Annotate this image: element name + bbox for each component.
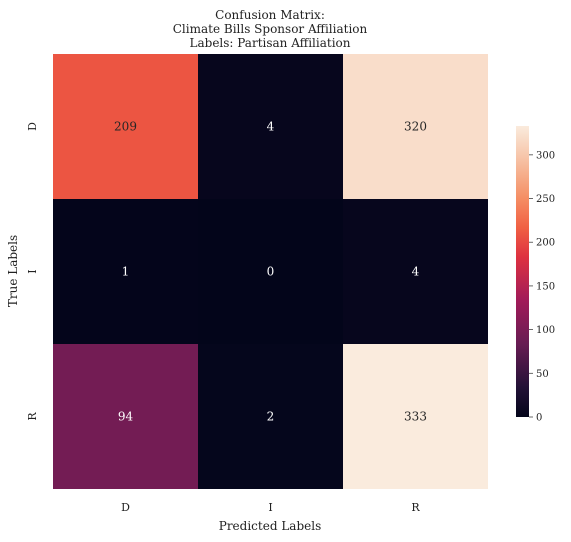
cell-value-R-I: 2 bbox=[267, 410, 275, 424]
y-tick-label-D: D bbox=[26, 122, 39, 131]
colorbar-tick-label-300: 300 bbox=[536, 150, 555, 161]
colorbar-gradient bbox=[516, 126, 529, 417]
cell-value-I-I: 0 bbox=[267, 265, 275, 279]
cell-value-R-D: 94 bbox=[118, 410, 134, 424]
y-tick-label-R: R bbox=[26, 412, 39, 421]
heatmap-cell-R-R bbox=[343, 344, 488, 489]
heatmap-cell-D-D bbox=[53, 54, 198, 199]
colorbar-tick-label-150: 150 bbox=[536, 281, 555, 292]
cell-value-D-D: 209 bbox=[114, 120, 137, 134]
colorbar-tick-label-0: 0 bbox=[536, 413, 542, 424]
heatmap-cell-D-I bbox=[198, 54, 343, 199]
colorbar-tick-label-250: 250 bbox=[536, 194, 555, 205]
chart-title-line-1: Confusion Matrix: bbox=[215, 8, 325, 22]
x-tick-label-D: D bbox=[121, 501, 130, 514]
chart-title-line-3: Labels: Partisan Affiliation bbox=[190, 36, 351, 50]
cell-value-D-I: 4 bbox=[267, 120, 275, 134]
colorbar: 0 50 100 150 200 250 300 bbox=[516, 126, 555, 424]
y-axis-label: True Labels bbox=[6, 235, 20, 307]
colorbar-tick-label-200: 200 bbox=[536, 238, 555, 249]
colorbar-tick-label-100: 100 bbox=[536, 325, 555, 336]
y-axis-ticks: D I R bbox=[26, 122, 39, 421]
cell-value-R-R: 333 bbox=[404, 410, 427, 424]
heatmap-cell-R-D bbox=[53, 344, 198, 489]
heatmap-cell-I-R bbox=[343, 199, 488, 344]
y-tick-label-I: I bbox=[26, 269, 39, 273]
heatmap-cell-I-D bbox=[53, 199, 198, 344]
heatmap-cell-D-R bbox=[343, 54, 488, 199]
x-axis-label: Predicted Labels bbox=[219, 519, 321, 533]
x-tick-label-I: I bbox=[268, 501, 272, 514]
cell-value-I-R: 4 bbox=[412, 265, 420, 279]
heatmap-cell-I-I bbox=[198, 199, 343, 344]
chart-title: Confusion Matrix: Climate Bills Sponsor … bbox=[173, 8, 368, 50]
cell-value-D-R: 320 bbox=[404, 120, 427, 134]
chart-title-line-2: Climate Bills Sponsor Affiliation bbox=[173, 22, 368, 36]
colorbar-tick-label-50: 50 bbox=[536, 369, 549, 380]
heatmap-cells bbox=[53, 54, 488, 489]
heatmap-cell-labels: 209 4 320 1 0 4 94 2 333 bbox=[114, 120, 427, 424]
colorbar-ticks: 0 50 100 150 200 250 300 bbox=[529, 150, 555, 424]
heatmap-cell-R-I bbox=[198, 344, 343, 489]
cell-value-I-D: 1 bbox=[122, 265, 130, 279]
x-tick-label-R: R bbox=[411, 501, 420, 514]
